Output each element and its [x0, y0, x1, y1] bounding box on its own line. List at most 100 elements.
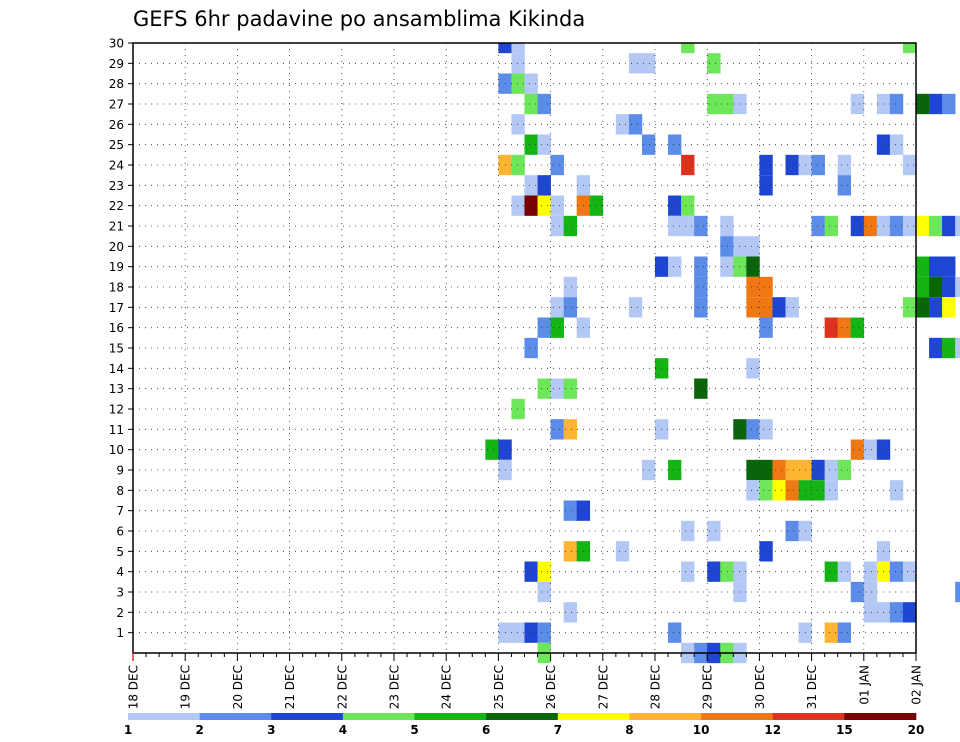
heatmap-cell — [837, 175, 852, 196]
heatmap-cell — [720, 215, 734, 237]
heatmap-cell — [759, 175, 773, 196]
heatmap-cell — [550, 378, 564, 399]
heatmap-cell — [563, 602, 577, 623]
heatmap-cell — [955, 276, 960, 298]
heatmap-cell — [942, 276, 956, 298]
y-tick-label: 3 — [116, 586, 124, 600]
colorbar-swatch — [271, 713, 344, 720]
y-tick-label: 7 — [116, 504, 124, 518]
heatmap-cell — [889, 134, 904, 155]
heatmap-cell — [902, 561, 917, 582]
heatmap-cell — [707, 93, 721, 115]
heatmap-cell — [863, 215, 878, 237]
heatmap-cell — [720, 561, 734, 582]
y-tick-label: 15 — [109, 342, 124, 356]
heatmap-cell — [511, 195, 525, 216]
y-tick-label: 16 — [109, 321, 124, 335]
heatmap-cell — [681, 154, 695, 176]
heatmap-cell — [916, 276, 930, 298]
x-tick-label: 18 DEC — [127, 665, 141, 709]
y-tick-label: 11 — [109, 423, 124, 437]
y-axis-ticks: 1234567891011121314151617181920212223242… — [109, 37, 133, 640]
heatmap-cell — [537, 622, 551, 643]
heatmap-cell — [929, 215, 943, 237]
colorbar-label: 5 — [410, 723, 418, 737]
chart-title: GEFS 6hr padavine po ansamblima Kikinda — [133, 7, 585, 31]
heatmap-cell — [929, 276, 943, 298]
heatmap-cell — [668, 622, 682, 643]
heatmap-cell — [550, 317, 564, 338]
heatmap-cell — [785, 297, 799, 318]
y-tick-label: 19 — [109, 260, 124, 274]
heatmap-cell — [694, 297, 708, 318]
colorbar-label: 2 — [195, 723, 203, 737]
heatmap-cell — [889, 480, 904, 501]
x-tick-label: 01 JAN — [857, 665, 871, 705]
heatmap-cell — [641, 134, 656, 155]
heatmap-cell — [524, 195, 538, 216]
heatmap-cell — [681, 195, 695, 216]
heatmap-cell — [759, 459, 773, 481]
colorbar-swatch — [629, 713, 702, 720]
y-tick-label: 12 — [109, 403, 124, 417]
y-tick-label: 23 — [109, 179, 124, 193]
heatmap-cell — [942, 93, 956, 115]
heatmap-cell — [746, 358, 760, 379]
heatmap-cell — [550, 215, 564, 237]
colorbar-swatch — [414, 713, 487, 720]
y-tick-label: 25 — [109, 138, 124, 152]
heatmap-cell — [550, 297, 564, 318]
heatmap-cell — [955, 215, 960, 237]
heatmap-cell — [537, 561, 551, 582]
heatmap-cell — [759, 317, 773, 338]
y-tick-label: 1 — [116, 626, 124, 640]
heatmap-cell — [837, 561, 852, 582]
heatmap-cell — [889, 93, 904, 115]
heatmap-cell — [902, 215, 917, 237]
heatmap-cell — [668, 195, 682, 216]
heatmap-cell — [694, 215, 708, 237]
heatmap-cell — [942, 256, 956, 277]
x-tick-label: 20 DEC — [231, 665, 245, 709]
heatmap-cell — [824, 459, 838, 481]
heatmap-cell — [863, 602, 878, 623]
heatmap-cell — [746, 459, 760, 481]
heatmap-cell — [668, 256, 682, 277]
y-tick-label: 10 — [109, 443, 124, 457]
heatmap-cell — [850, 439, 865, 460]
heatmap-cell — [811, 215, 825, 237]
heatmap-cell — [916, 215, 930, 237]
heatmap-cell — [720, 236, 734, 257]
heatmap-cell — [902, 154, 917, 176]
heatmap-cell — [563, 215, 577, 237]
x-tick-label: 30 DEC — [753, 665, 767, 709]
heatmap-cell — [537, 317, 551, 338]
y-tick-label: 8 — [116, 484, 124, 498]
heatmap-cell — [785, 480, 799, 501]
x-tick-label: 28 DEC — [649, 665, 663, 709]
heatmap-cell — [942, 337, 956, 359]
heatmap-cell — [916, 256, 930, 277]
heatmap-cell — [550, 419, 564, 440]
x-tick-label: 24 DEC — [440, 665, 454, 709]
x-axis-ticks: 18 DEC 19 DEC 20 DEC 21 DEC 22 DEC 23 DEC 24 D… — [127, 653, 924, 709]
heatmap-cell — [694, 276, 708, 298]
y-tick-label: 2 — [116, 606, 124, 620]
heatmap-cell — [759, 276, 773, 298]
heatmap-cell — [889, 561, 904, 582]
heatmap-cell — [485, 439, 499, 460]
heatmap-cell — [563, 500, 577, 521]
heatmap-cell — [759, 154, 773, 176]
colorbar-swatch — [772, 713, 845, 720]
x-tick-label: 31 DEC — [805, 665, 819, 709]
heatmap-cell — [615, 114, 630, 135]
colorbar-label: 3 — [267, 723, 275, 737]
colorbar-swatch — [557, 713, 630, 720]
heatmap-cell — [955, 337, 960, 359]
heatmap-cell — [524, 337, 538, 359]
heatmap-cell — [746, 236, 760, 257]
heatmap-cell — [537, 134, 551, 155]
heatmap-cells — [485, 43, 960, 664]
heatmap-cell — [942, 215, 956, 237]
colorbar-label: 1 — [124, 723, 132, 737]
